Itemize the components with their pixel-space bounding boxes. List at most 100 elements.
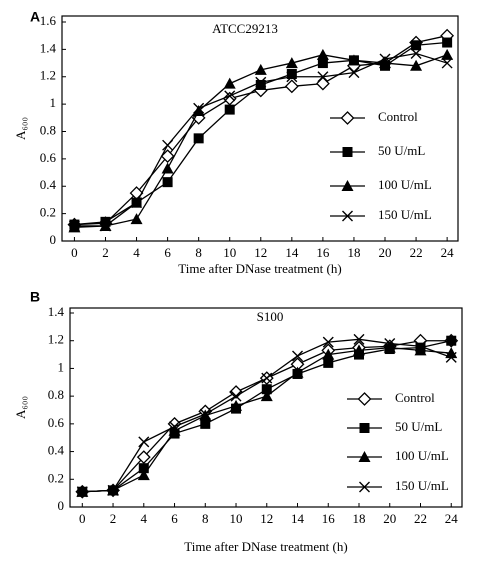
marker (255, 79, 266, 90)
x-axis-label: Time after DNase treatment (h) (178, 261, 341, 276)
x-tick-label: 8 (195, 245, 202, 260)
x-tick-label: 2 (110, 511, 117, 526)
x-tick-label: 16 (322, 511, 336, 526)
marker (445, 351, 457, 363)
legend-marker (340, 111, 355, 125)
x-axis-label: Time after DNase treatment (h) (184, 539, 347, 554)
x-tick-label: 24 (445, 511, 459, 526)
marker (169, 421, 181, 433)
y-tick-label: 1.4 (48, 304, 65, 319)
marker (162, 177, 173, 188)
marker (285, 57, 298, 69)
marker (322, 336, 334, 348)
chart-title: S100 (257, 309, 284, 324)
marker (441, 57, 453, 69)
marker (230, 390, 242, 402)
marker (261, 384, 272, 395)
y-tick-label: 0 (50, 232, 57, 247)
y-tick-label: 0.6 (40, 150, 57, 165)
x-tick-label: 12 (254, 245, 267, 260)
marker (316, 48, 329, 60)
marker (384, 337, 396, 349)
y-tick-label: 1 (50, 95, 57, 110)
marker (414, 344, 427, 356)
marker (348, 67, 360, 79)
x-tick-label: 20 (379, 245, 392, 260)
marker (291, 366, 304, 378)
marker (254, 63, 267, 75)
marker (76, 486, 88, 498)
marker (261, 372, 273, 384)
legend-label: 50 U/mL (395, 419, 442, 434)
plot-frame (69, 307, 463, 508)
y-tick-label: 1.2 (40, 68, 56, 83)
y-tick-label: 0.4 (40, 177, 57, 192)
marker (162, 139, 174, 151)
series-line (82, 340, 452, 493)
legend-marker (341, 180, 354, 191)
marker (224, 104, 235, 115)
y-axis-label: A₆₀₀ (13, 396, 28, 419)
x-tick-label: 6 (171, 511, 178, 526)
y-tick-label: 0.8 (48, 387, 64, 402)
x-tick-label: 8 (202, 511, 209, 526)
x-tick-label: 6 (164, 245, 171, 260)
marker (199, 408, 211, 420)
panel-label: A (30, 9, 40, 25)
legend-marker (342, 147, 353, 157)
x-tick-label: 0 (71, 245, 78, 260)
x-tick-label: 10 (230, 511, 243, 526)
marker (322, 348, 335, 360)
y-axis-label: A₆₀₀ (13, 117, 28, 140)
x-tick-label: 4 (133, 245, 140, 260)
marker (315, 76, 330, 91)
marker (223, 77, 236, 89)
x-tick-label: 16 (316, 245, 330, 260)
marker (138, 436, 150, 448)
x-tick-label: 22 (414, 511, 427, 526)
y-tick-label: 0.8 (40, 122, 56, 137)
marker (379, 53, 391, 65)
marker (410, 59, 423, 71)
marker (410, 47, 422, 59)
legend-label: 150 U/mL (378, 207, 432, 222)
legend-label: Control (395, 390, 435, 405)
marker (200, 418, 211, 429)
marker (255, 76, 267, 88)
marker (286, 71, 298, 83)
marker (224, 90, 236, 102)
marker (446, 335, 457, 346)
x-tick-label: 2 (102, 245, 109, 260)
series-line (82, 340, 452, 493)
y-tick-label: 0.6 (48, 415, 65, 430)
series-line (82, 338, 452, 493)
x-tick-label: 18 (353, 511, 366, 526)
x-tick-label: 18 (347, 245, 360, 260)
legend-label: 150 U/mL (395, 478, 449, 493)
marker (411, 40, 422, 51)
marker (347, 54, 360, 66)
y-tick-label: 0.2 (40, 205, 56, 220)
marker (442, 37, 453, 48)
marker (230, 399, 243, 411)
marker (229, 385, 243, 399)
marker (414, 340, 426, 352)
marker (193, 133, 204, 144)
marker (138, 463, 149, 474)
x-tick-label: 24 (441, 245, 455, 260)
x-tick-label: 22 (410, 245, 423, 260)
x-tick-label: 14 (291, 511, 305, 526)
x-tick-label: 10 (223, 245, 236, 260)
marker (353, 333, 365, 345)
marker (99, 220, 111, 232)
y-tick-label: 1.6 (40, 13, 57, 28)
x-tick-label: 12 (260, 511, 273, 526)
marker (353, 344, 366, 356)
legend-marker (359, 481, 370, 493)
y-tick-label: 0.2 (48, 470, 64, 485)
legend-marker (358, 451, 371, 462)
legend-label: Control (378, 109, 418, 124)
x-tick-label: 20 (383, 511, 396, 526)
marker (136, 450, 151, 465)
